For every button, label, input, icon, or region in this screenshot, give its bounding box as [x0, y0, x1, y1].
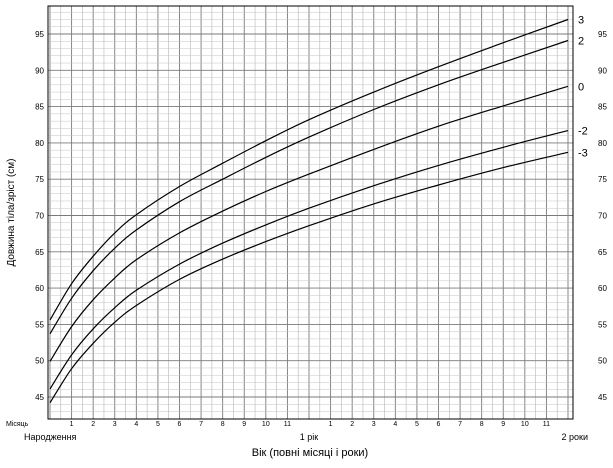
x-tick-label-month: 9 [242, 421, 246, 428]
y-tick-label-left: 90 [35, 66, 44, 75]
x-tick-label-month: 3 [372, 421, 376, 428]
x-tick-label-month: 8 [221, 421, 225, 428]
y-tick-label-left: 45 [35, 393, 44, 402]
y-tick-label-right: 95 [598, 30, 607, 39]
x-tick-label-month: 4 [134, 421, 138, 428]
series-line-3 [49, 18, 569, 321]
y-tick-label-left: 75 [35, 175, 44, 184]
series-line--2 [49, 130, 569, 390]
y-tick-label-right: 50 [598, 357, 607, 366]
y-tick-label-right: 85 [598, 103, 607, 112]
x-tick-label-month: 10 [262, 421, 270, 428]
y-tick-label-right: 70 [598, 212, 607, 221]
series-label--3: -3 [578, 147, 588, 159]
x-tick-label-month: 2 [350, 421, 354, 428]
plot-area [48, 6, 573, 419]
month-row-label: Місяць [6, 420, 29, 428]
y-tick-label-left: 60 [35, 284, 44, 293]
x-tick-label-month: 6 [178, 421, 182, 428]
y-tick-label-right: 65 [598, 248, 607, 257]
x-tick-label-month: 1 [329, 421, 333, 428]
x-tick-label-month: 2 [91, 421, 95, 428]
y-tick-label-left: 85 [35, 103, 44, 112]
x-tick-label-month: 1 [70, 421, 74, 428]
x-year-label: Народження [24, 432, 77, 442]
y-tick-label-right: 45 [598, 393, 607, 402]
series-label-3: 3 [578, 14, 584, 26]
x-tick-label-month: 6 [437, 421, 441, 428]
y-tick-label-right: 55 [598, 320, 607, 329]
plot-frame [47, 5, 574, 420]
y-axis-title: Довжина тіла/зріст (см) [6, 158, 17, 266]
y-tick-label-right: 60 [598, 284, 607, 293]
x-tick-label-month: 10 [521, 421, 529, 428]
series-label-2: 2 [578, 36, 584, 48]
x-tick-label-month: 5 [415, 421, 419, 428]
y-tick-label-left: 95 [35, 30, 44, 39]
x-tick-label-month: 4 [393, 421, 397, 428]
y-tick-label-right: 75 [598, 175, 607, 184]
series-line-0 [49, 85, 569, 362]
x-tick-label-month: 8 [480, 421, 484, 428]
y-tick-label-left: 70 [35, 212, 44, 221]
x-tick-label-month: 7 [458, 421, 462, 428]
y-tick-label-left: 50 [35, 357, 44, 366]
y-tick-label-left: 80 [35, 139, 44, 148]
series-line-2 [49, 39, 569, 335]
y-tick-label-right: 80 [598, 139, 607, 148]
x-tick-label-month: 11 [543, 421, 550, 428]
x-tick-label-month: 3 [113, 421, 117, 428]
x-tick-label-month: 9 [501, 421, 505, 428]
x-year-label: 1 рік [300, 432, 319, 442]
series-line--3 [49, 151, 569, 404]
x-year-label: 2 роки [562, 432, 588, 442]
y-tick-label-left: 65 [35, 248, 44, 257]
x-tick-label-month: 11 [284, 421, 291, 428]
y-tick-label-left: 55 [35, 320, 44, 329]
x-tick-label-month: 7 [199, 421, 203, 428]
series-label-0: 0 [578, 81, 584, 93]
y-tick-label-right: 90 [598, 66, 607, 75]
series-label--2: -2 [578, 126, 588, 138]
x-axis-title: Вік (повні місяці і роки) [252, 447, 368, 459]
x-tick-label-month: 5 [156, 421, 160, 428]
